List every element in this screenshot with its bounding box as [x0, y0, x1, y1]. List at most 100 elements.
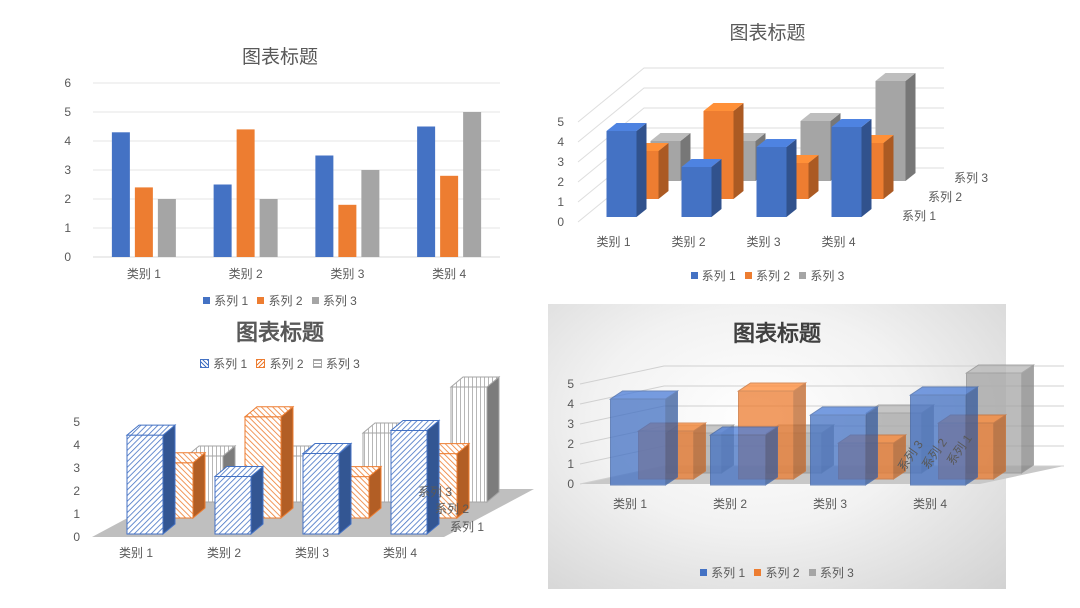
bar-side — [192, 451, 206, 520]
bar — [389, 419, 441, 536]
depth-axis-label: 系列 1 — [450, 520, 484, 534]
legend-item-series-3: 系列 3 — [808, 564, 854, 581]
bar — [463, 112, 482, 257]
chart-3-legend: 系列 1 系列 2 系列 3 — [40, 355, 520, 372]
bar-side — [865, 406, 878, 486]
x-tick-label: 类别 1 — [596, 235, 630, 249]
bar-top — [808, 406, 880, 416]
bar-top — [125, 424, 177, 436]
bar-side — [808, 155, 819, 199]
bar-side — [658, 143, 669, 199]
bar-side — [993, 414, 1006, 480]
bar-top — [800, 113, 841, 121]
bar-top — [389, 420, 441, 431]
y-tick-label: 1 — [567, 457, 574, 471]
legend-label: 系列 1 — [701, 269, 736, 283]
y-tick-label: 4 — [73, 438, 80, 452]
x-tick-label: 类别 3 — [295, 546, 329, 560]
gridline — [579, 385, 1064, 405]
y-tick-label: 4 — [64, 134, 71, 148]
legend-swatch — [312, 359, 322, 368]
bar — [125, 424, 177, 536]
bar-top — [875, 73, 916, 81]
bar-top — [608, 390, 680, 400]
bar-top — [243, 406, 295, 418]
bar-front — [710, 434, 766, 486]
y-tick-label: 2 — [73, 484, 80, 498]
legend-label: 系列 3 — [322, 294, 357, 308]
legend-item-series-1: 系列 1 — [200, 355, 247, 372]
x-tick-label: 类别 4 — [383, 546, 417, 560]
legend-label: 系列 3 — [325, 357, 360, 371]
legend-item-series-3: 系列 3 — [312, 355, 360, 372]
y-tick-label: 4 — [567, 397, 574, 411]
bar-side — [486, 375, 500, 504]
legend-item-series-1: 系列 1 — [700, 564, 745, 581]
bar-front — [910, 394, 966, 486]
chart-1-legend: 系列 1 系列 2 系列 3 — [40, 292, 520, 309]
bar — [703, 103, 744, 199]
bar-side — [338, 442, 352, 536]
y-tick-label: 0 — [557, 215, 564, 229]
bar-top — [964, 364, 1036, 374]
bar-top — [213, 466, 265, 477]
y-tick-label: 3 — [567, 417, 574, 431]
legend-item-series-3: 系列 3 — [799, 267, 844, 284]
y-tick-label: 1 — [64, 221, 71, 235]
y-tick-label: 0 — [64, 250, 71, 264]
bar — [213, 465, 265, 536]
chart-4-title: 图表标题 — [732, 321, 821, 346]
legend-swatch — [256, 359, 266, 368]
legend-label: 系列 3 — [819, 566, 854, 580]
bar-top — [650, 133, 691, 141]
bar-side — [1021, 364, 1034, 474]
bar-front — [126, 434, 164, 535]
chart-3-title: 图表标题 — [235, 320, 324, 345]
gridline — [577, 87, 944, 143]
y-tick-label: 5 — [557, 115, 564, 129]
chart-2-title: 图表标题 — [729, 23, 806, 44]
bar-side — [426, 419, 440, 536]
bar — [417, 126, 436, 257]
legend-swatch — [311, 297, 319, 304]
x-tick-label: 类别 1 — [119, 546, 153, 560]
legend-swatch — [690, 272, 698, 279]
depth-axis-label: 系列 2 — [928, 190, 962, 204]
y-tick-label: 3 — [64, 163, 71, 177]
chart-2-plot: 0 1 2 3 4 5 类别 1 类别 2 类别 3 类别 4 系列 1 系列 2 系列 3 — [557, 67, 988, 249]
bar — [606, 123, 647, 217]
bar-side — [786, 139, 797, 217]
x-tick-label: 类别 3 — [746, 235, 780, 249]
x-tick-label: 类别 2 — [671, 235, 705, 249]
y-tick-label: 5 — [567, 377, 574, 391]
bar-top — [756, 139, 797, 147]
bar-top — [301, 443, 353, 454]
bar — [338, 204, 357, 257]
bar — [111, 132, 130, 257]
y-tick-label: 4 — [557, 135, 564, 149]
bar — [756, 139, 797, 217]
bar-side — [162, 424, 176, 536]
bar — [608, 390, 680, 486]
bar-front — [610, 398, 666, 486]
legend-item-series-2: 系列 2 — [257, 292, 303, 309]
y-tick-label: 2 — [567, 437, 574, 451]
legend-item-series-2: 系列 2 — [754, 564, 800, 581]
bar-front — [606, 131, 637, 217]
bar — [361, 170, 380, 257]
legend-item-series-2: 系列 2 — [256, 355, 304, 372]
bar-side — [861, 119, 872, 217]
y-tick-label: 5 — [73, 415, 80, 429]
bar-side — [733, 103, 744, 199]
bar-side — [636, 123, 647, 217]
bar — [908, 386, 980, 486]
bar-side — [280, 405, 294, 520]
bar-front — [390, 430, 428, 535]
depth-axis-label: 系列 2 — [435, 502, 469, 516]
bar-side — [665, 390, 678, 486]
y-tick-label: 0 — [567, 477, 574, 491]
bar — [315, 155, 334, 257]
x-tick-label: 类别 4 — [432, 267, 466, 281]
legend-swatch — [700, 569, 708, 576]
legend-swatch — [203, 297, 211, 304]
